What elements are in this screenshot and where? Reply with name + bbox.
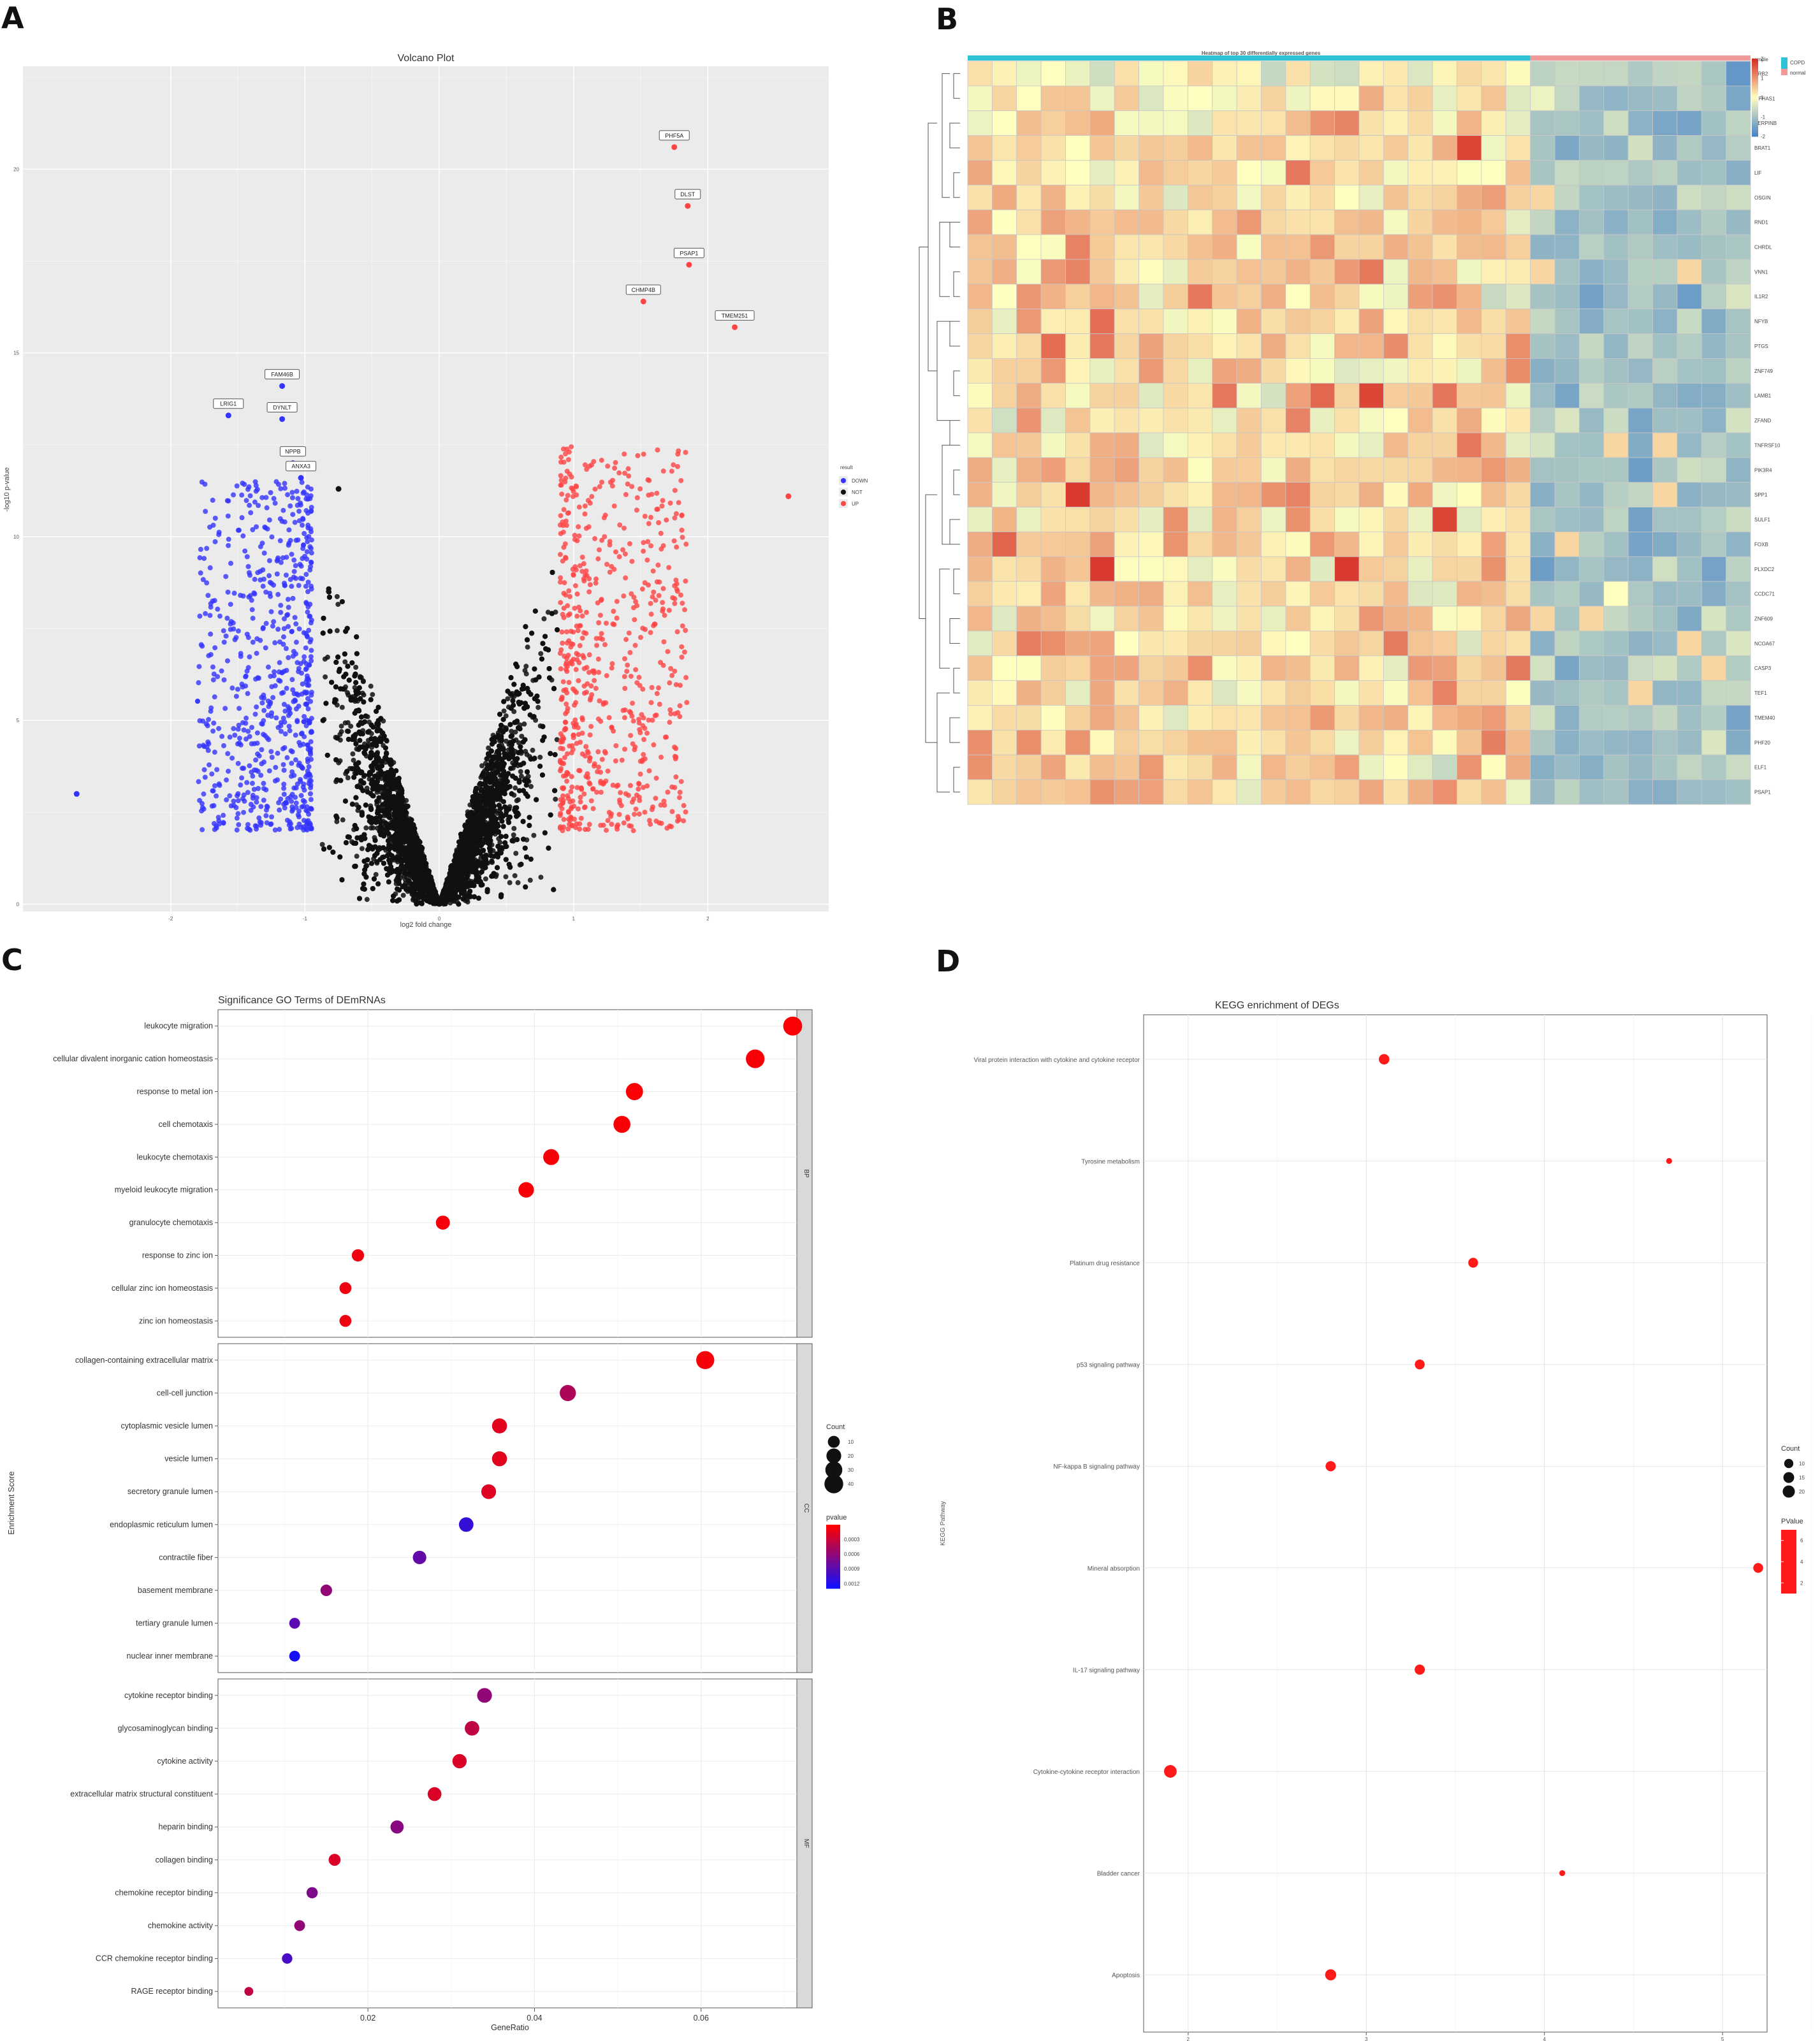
volcano-point-not [359, 846, 365, 852]
volcano-point-not [513, 850, 519, 856]
volcano-point-not [350, 751, 356, 757]
volcano-point-not [554, 737, 560, 743]
volcano-point-not [501, 708, 507, 714]
volcano-point-not [538, 875, 544, 880]
volcano-point-not [348, 723, 354, 729]
volcano-point-not [370, 692, 375, 697]
volcano-point-not [357, 674, 363, 680]
volcano-point-not [538, 651, 544, 657]
volcano-point-not [364, 897, 370, 903]
volcano-point-not [363, 825, 369, 831]
volcano-point-not [527, 877, 533, 883]
volcano-point-not [518, 773, 524, 779]
volcano-panel-bg [23, 66, 829, 912]
volcano-point-not [523, 664, 529, 669]
volcano-point-not [364, 785, 370, 791]
volcano-point-not [503, 713, 509, 719]
volcano-point-not [516, 740, 521, 746]
volcano-point-not [518, 769, 523, 774]
volcano-point-not [521, 721, 527, 727]
volcano-point-not [323, 674, 328, 679]
volcano-point-not [511, 825, 517, 831]
volcano-point-not [353, 664, 359, 670]
volcano-point-not [339, 723, 344, 729]
volcano-point-not [513, 729, 518, 735]
volcano-point-not [339, 729, 344, 734]
volcano-point-not [511, 832, 516, 838]
volcano-point-not [515, 880, 521, 885]
volcano-point-not [515, 797, 521, 803]
volcano-point-not [373, 871, 379, 877]
volcano-point-not [483, 876, 488, 882]
panel-label-d: D [936, 944, 960, 978]
volcano-point-not [339, 704, 345, 710]
volcano-point-not [370, 825, 376, 831]
panel-label-c: C [1, 943, 23, 977]
volcano-point-not [519, 734, 525, 739]
volcano-point-not [503, 874, 509, 880]
volcano-point-not [525, 644, 530, 650]
volcano-point-not [513, 785, 518, 791]
volcano-point-not [360, 679, 366, 685]
volcano-point-not [507, 880, 513, 885]
volcano-point-not [553, 796, 558, 802]
volcano-point-not [360, 690, 365, 696]
volcano-gridlines [23, 66, 829, 912]
volcano-point-not [337, 758, 343, 764]
volcano-point-not [545, 609, 551, 615]
volcano-point-not [531, 832, 537, 838]
volcano-point-not [541, 616, 547, 621]
volcano-point-not [535, 704, 541, 710]
volcano-point-not [334, 593, 340, 599]
volcano-point-not [319, 841, 325, 847]
volcano-point-not [335, 602, 341, 607]
volcano-point-not [345, 775, 351, 781]
volcano-point-not [530, 748, 535, 753]
volcano-points [73, 444, 792, 907]
volcano-title: Volcano Plot [398, 53, 455, 64]
volcano-point-not [354, 853, 360, 859]
panel-label-b: B [936, 2, 958, 36]
volcano-point-not [537, 754, 543, 760]
volcano-point-not [505, 696, 511, 702]
volcano-plot: Volcano Plot PHF5ADLSTPSAP1CHMP4BTMEM251… [3, 53, 868, 929]
panel-label-a: A [1, 1, 24, 35]
volcano-point-not [512, 873, 518, 878]
volcano-point-not [351, 757, 356, 763]
volcano-point-not [479, 763, 485, 769]
volcano-point-not [528, 783, 534, 789]
volcano-point-not [368, 683, 374, 689]
volcano-point-not [322, 656, 328, 662]
volcano-point-not [342, 659, 348, 665]
volcano-point-not [340, 817, 346, 823]
volcano-point-not [345, 720, 351, 725]
volcano-point-not [400, 892, 406, 898]
volcano-point-not [522, 667, 528, 673]
volcano-point-not [334, 818, 340, 824]
volcano-point-not [334, 628, 340, 634]
volcano-point-not [509, 729, 514, 734]
